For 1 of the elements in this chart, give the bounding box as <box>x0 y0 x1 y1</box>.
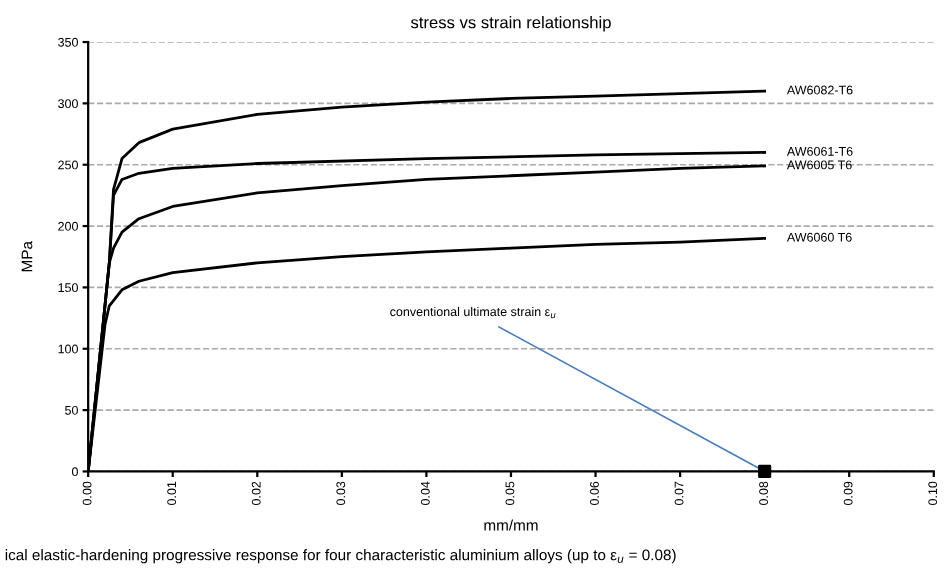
chart-title: stress vs strain relationship <box>410 16 611 32</box>
